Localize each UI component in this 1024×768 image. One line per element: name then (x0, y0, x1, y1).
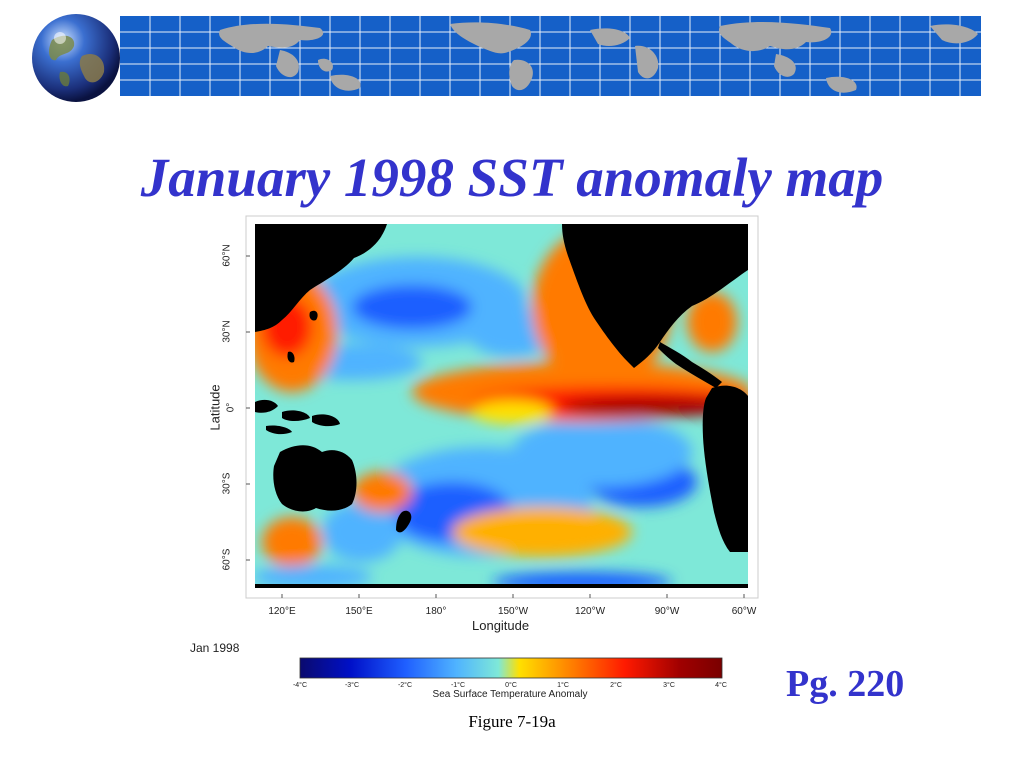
lon-tick: 180° (425, 606, 447, 617)
lat-tick: 60°S (221, 548, 233, 571)
colorbar-tick: -2°C (397, 682, 413, 689)
page-reference: Pg. 220 (786, 663, 905, 705)
x-axis-title: Longitude (472, 618, 530, 633)
lat-tick: 30°S (221, 472, 233, 495)
sst-anomaly-map (245, 215, 759, 679)
lon-tick: 120°W (574, 606, 606, 617)
colorbar-tick: 2°C (610, 682, 622, 689)
slide-title: January 1998 SST anomaly map (140, 147, 884, 208)
lat-tick: 0° (225, 402, 237, 413)
colorbar-tick: -3°C (344, 682, 360, 689)
lon-tick: 120°E (268, 606, 296, 617)
world-map-banner (30, 16, 981, 96)
lon-tick: 90°W (654, 606, 680, 617)
colorbar-tick: 3°C (663, 682, 675, 689)
colorbar-tick: 4°C (715, 682, 727, 689)
sst-anomaly-figure: 60°N 30°N 0° 30°S 60°S Latitude 120°E 15… (182, 212, 782, 712)
lon-tick: 60°W (731, 606, 757, 617)
colorbar-tick: 1°C (557, 682, 569, 689)
colorbar (300, 658, 722, 678)
colorbar-tick: -4°C (292, 682, 308, 689)
colorbar-tick: -1°C (450, 682, 466, 689)
y-axis-title: Latitude (207, 384, 223, 431)
lon-tick: 150°E (345, 606, 373, 617)
figure-caption: Figure 7-19a (468, 712, 556, 731)
colorbar-tick: 0°C (505, 682, 517, 689)
lon-tick: 150°W (497, 606, 529, 617)
lat-tick: 60°N (221, 244, 233, 267)
lat-tick: 30°N (221, 320, 233, 343)
colorbar-title: Sea Surface Temperature Anomaly (432, 689, 588, 700)
globe-icon (30, 12, 122, 104)
date-label: Jan 1998 (190, 641, 240, 655)
